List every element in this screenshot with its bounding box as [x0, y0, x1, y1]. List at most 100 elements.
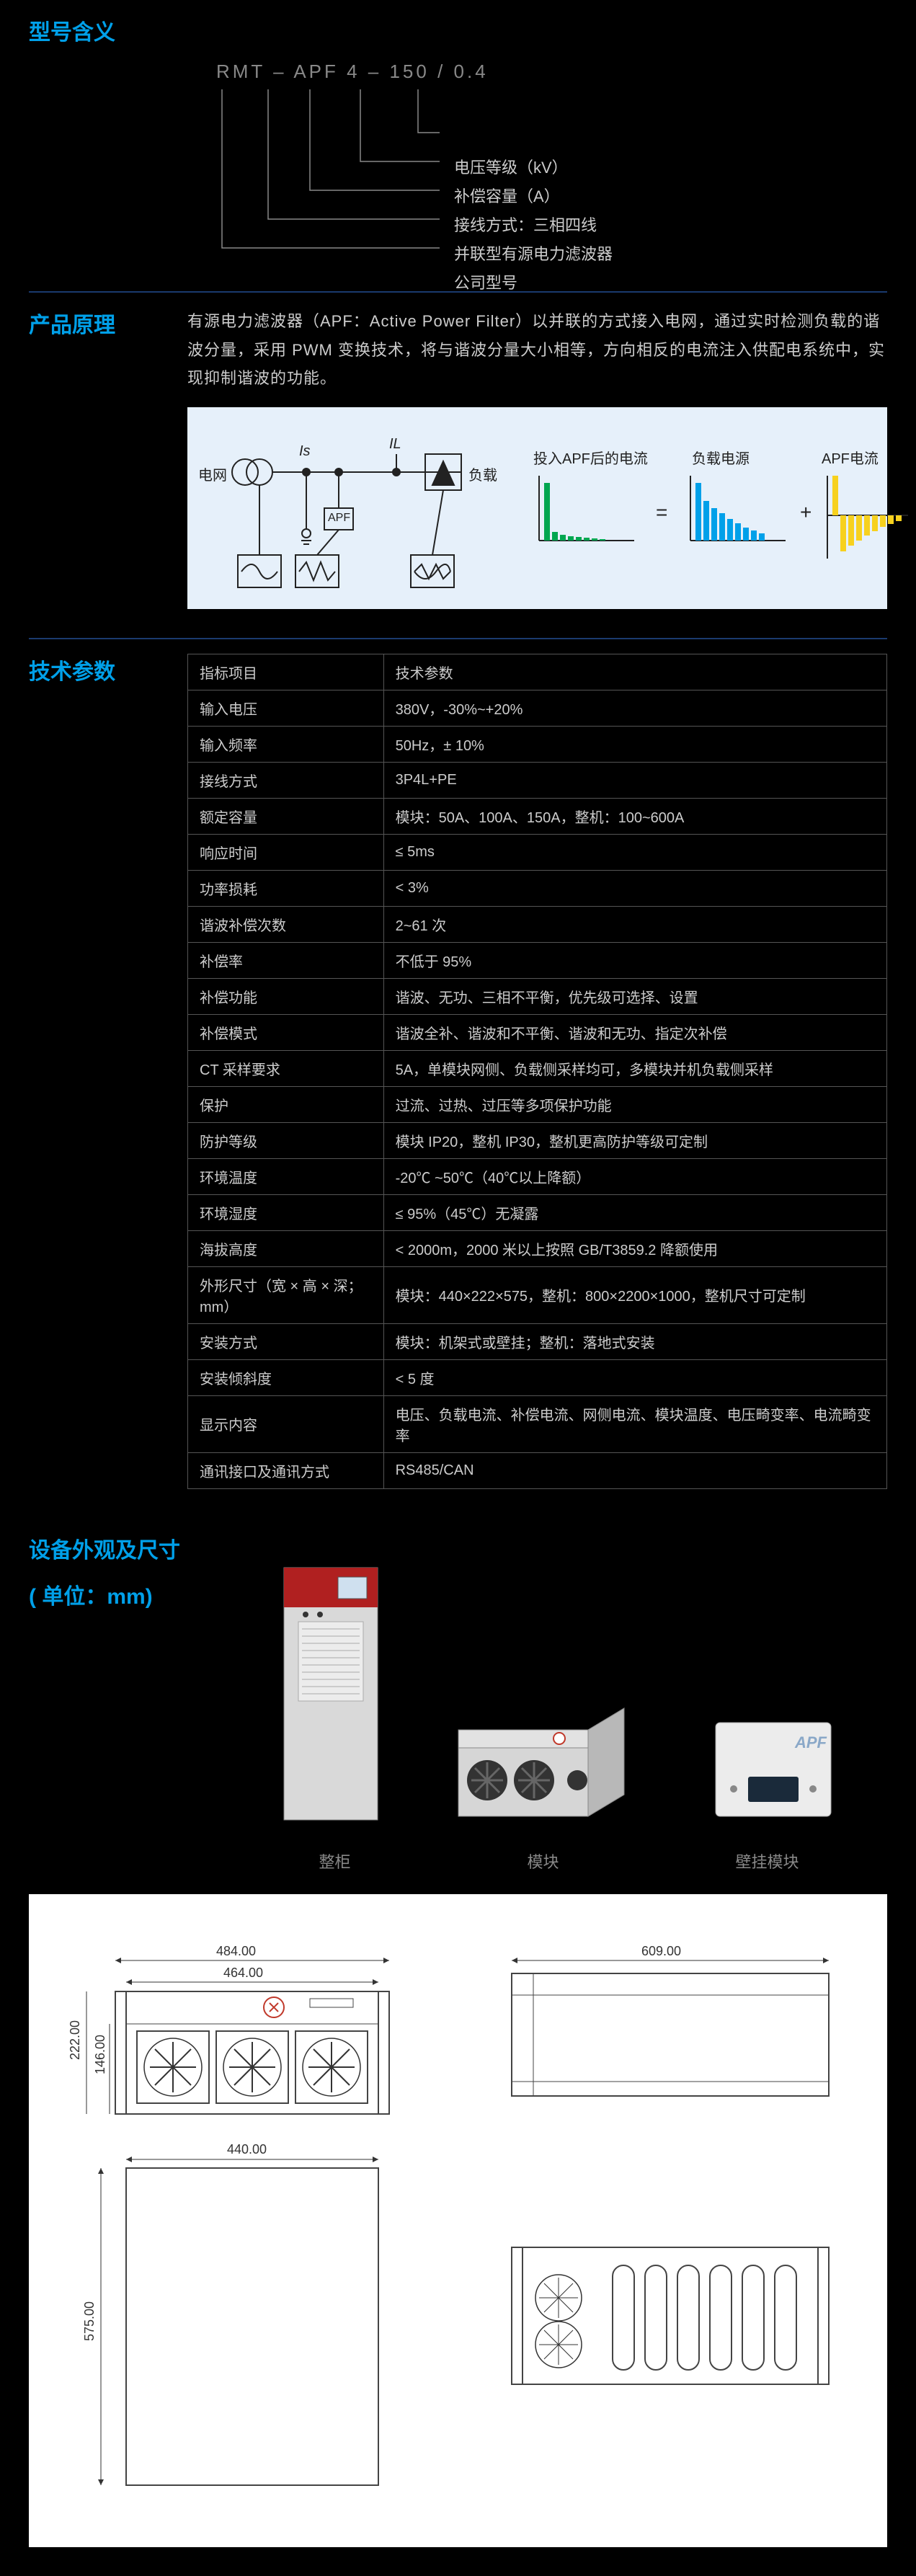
schematic-svg	[187, 407, 490, 609]
model-label-type: 并联型有源电力滤波器	[454, 241, 613, 265]
model-label-voltage: 电压等级（kV）	[454, 155, 568, 178]
dimension-drawings: 484.00 464.00	[29, 1894, 887, 2547]
spec-name: 通讯接口及通讯方式	[188, 1452, 384, 1488]
table-row: 海拔高度< 2000m，2000 米以上按照 GB/T3859.2 降额使用	[188, 1230, 887, 1266]
chart-bar	[576, 537, 582, 541]
dim-right-block: 609.00	[476, 1937, 850, 2504]
model-meaning-section: 型号含义 RMT – APF 4 – 150 / 0.4 电压等级（kV） 补偿…	[0, 0, 916, 291]
table-row: 补偿模式谐波全补、谐波和不平衡、谐波和无功、指定次补偿	[188, 1014, 887, 1050]
chart-bar	[840, 515, 846, 551]
chart-bar	[727, 519, 733, 541]
table-row: 显示内容电压、负载电流、补偿电流、网侧电流、模块温度、电压畸变率、电流畸变率	[188, 1395, 887, 1452]
spec-value: 模块：机架式或壁挂；整机：落地式安装	[383, 1323, 886, 1359]
table-row: 外形尺寸（宽 × 高 × 深；mm）模块：440×222×575，整机：800×…	[188, 1266, 887, 1323]
spec-value: RS485/CAN	[383, 1452, 886, 1488]
chart-bar	[719, 513, 725, 541]
table-row: 谐波补偿次数2~61 次	[188, 906, 887, 942]
spec-name: 保护	[188, 1086, 384, 1122]
spec-value: 380V，-30%~+20%	[383, 690, 886, 726]
chart-bar	[600, 539, 605, 541]
Is-label: Is	[299, 443, 311, 460]
spec-value: < 2000m，2000 米以上按照 GB/T3859.2 降额使用	[383, 1230, 886, 1266]
table-row: 环境温度-20℃ ~50℃（40℃以上降额）	[188, 1158, 887, 1194]
spec-name: 环境温度	[188, 1158, 384, 1194]
spec-name: 安装倾斜度	[188, 1359, 384, 1395]
model-meaning-title: 型号含义	[29, 14, 887, 46]
table-row: 保护过流、过热、过压等多项保护功能	[188, 1086, 887, 1122]
chart-bar	[735, 523, 741, 541]
spec-value: 谐波、无功、三相不平衡，优先级可选择、设置	[383, 978, 886, 1014]
spec-name: 安装方式	[188, 1323, 384, 1359]
spec-value: 过流、过热、过压等多项保护功能	[383, 1086, 886, 1122]
spec-name: 显示内容	[188, 1395, 384, 1452]
spec-value: ≤ 5ms	[383, 834, 886, 870]
chart-bar	[751, 530, 757, 541]
equip-caption-module: 模块	[527, 1849, 559, 1873]
dim-464: 464.00	[223, 1966, 263, 1980]
specs-header-col1: 指标项目	[188, 654, 384, 690]
spec-name: 补偿模式	[188, 1014, 384, 1050]
chart-bar	[832, 476, 838, 515]
equip-caption-wall: 壁挂模块	[735, 1849, 799, 1873]
chart1-label: 投入APF后的电流	[533, 447, 648, 468]
principle-text: 有源电力滤波器（APF：Active Power Filter）以并联的方式接入…	[187, 307, 887, 393]
chart-bar	[743, 528, 749, 541]
table-row: 安装倾斜度< 5 度	[188, 1359, 887, 1395]
spec-value: < 3%	[383, 870, 886, 906]
spec-value: 不低于 95%	[383, 942, 886, 978]
table-row: 补偿功能谐波、无功、三相不平衡，优先级可选择、设置	[188, 978, 887, 1014]
chart-bar	[896, 515, 902, 521]
chart3-bars	[832, 515, 902, 555]
chart-bar	[848, 515, 854, 546]
spec-value: < 5 度	[383, 1359, 886, 1395]
table-row: 输入电压380V，-30%~+20%	[188, 690, 887, 726]
specs-table: 指标项目技术参数输入电压380V，-30%~+20%输入频率50Hz，± 10%…	[187, 654, 887, 1489]
dim-222: 222.00	[68, 2020, 82, 2060]
chart-bar	[856, 515, 862, 541]
chart2-bars	[695, 476, 765, 541]
spec-name: 输入频率	[188, 726, 384, 762]
equip-cabinet	[280, 1564, 381, 1828]
specs-section: 技术参数 指标项目技术参数输入电压380V，-30%~+20%输入频率50Hz，…	[0, 639, 916, 1518]
load-label: 负载	[468, 463, 497, 484]
spec-value: 模块：50A、100A、150A，整机：100~600A	[383, 798, 886, 834]
spec-name: CT 采样要求	[188, 1050, 384, 1086]
dim-440: 440.00	[227, 2142, 267, 2157]
chart-bar	[568, 536, 574, 541]
apf-box-label: APF	[328, 512, 350, 525]
spec-name: 海拔高度	[188, 1230, 384, 1266]
spec-value: 2~61 次	[383, 906, 886, 942]
table-row: 补偿率不低于 95%	[188, 942, 887, 978]
chart-bar	[872, 515, 878, 531]
equipment-display: APF 整柜 模块 壁挂模块	[231, 1532, 887, 1887]
dim-484: 484.00	[216, 1944, 256, 1958]
spec-name: 接线方式	[188, 762, 384, 798]
chart-bar	[759, 533, 765, 541]
IL-label: IL	[389, 436, 401, 453]
spec-value: -20℃ ~50℃（40℃以上降额）	[383, 1158, 886, 1194]
dim-609: 609.00	[641, 1944, 681, 1958]
table-row: CT 采样要求5A，单模块网侧、负载侧采样均可，多模块并机负载侧采样	[188, 1050, 887, 1086]
spec-name: 输入电压	[188, 690, 384, 726]
spec-name: 防护等级	[188, 1122, 384, 1158]
table-row: 防护等级模块 IP20，整机 IP30，整机更高防护等级可定制	[188, 1122, 887, 1158]
appearance-title-l2: ( 单位：mm)	[29, 1578, 187, 1610]
grid-label: 电网	[198, 463, 227, 484]
chart1-bars	[544, 476, 605, 541]
chart-bar	[544, 483, 550, 541]
spec-value: 3P4L+PE	[383, 762, 886, 798]
chart-bar	[711, 508, 717, 541]
table-row: 通讯接口及通讯方式RS485/CAN	[188, 1452, 887, 1488]
specs-header-col2: 技术参数	[383, 654, 886, 690]
chart-bar	[552, 532, 558, 541]
equip-caption-cabinet: 整柜	[319, 1849, 350, 1873]
chart3-label: APF电流	[822, 447, 879, 468]
spec-value: 模块 IP20，整机 IP30，整机更高防护等级可定制	[383, 1122, 886, 1158]
table-row: 功率损耗< 3%	[188, 870, 887, 906]
model-label-wiring: 接线方式：三相四线	[454, 213, 597, 236]
chart-bar	[880, 515, 886, 527]
spec-name: 补偿率	[188, 942, 384, 978]
table-row: 安装方式模块：机架式或壁挂；整机：落地式安装	[188, 1323, 887, 1359]
table-row: 响应时间≤ 5ms	[188, 834, 887, 870]
spec-name: 环境湿度	[188, 1194, 384, 1230]
